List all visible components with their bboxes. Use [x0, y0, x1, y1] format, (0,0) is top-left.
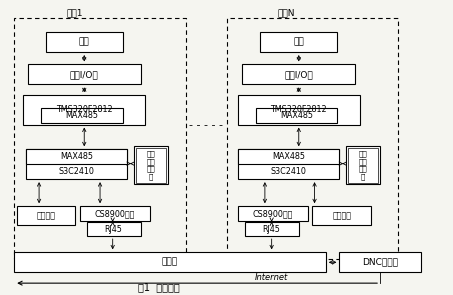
Bar [245, 222, 299, 236]
Bar [23, 95, 145, 124]
Text: 存储模块: 存储模块 [332, 211, 351, 220]
Text: 机床: 机床 [294, 37, 304, 47]
Text: RJ45: RJ45 [105, 224, 122, 234]
Bar [14, 252, 326, 272]
Text: 机床I/O板: 机床I/O板 [70, 70, 99, 79]
Text: - - - - -: - - - - - [189, 120, 223, 130]
Text: 存储模块: 存储模块 [36, 211, 55, 220]
Text: 机床: 机床 [79, 37, 90, 47]
Text: TMS320F2812: TMS320F2812 [56, 105, 112, 114]
Text: 图1  系统框图: 图1 系统框图 [138, 282, 180, 292]
Text: S3C2410: S3C2410 [58, 167, 94, 176]
Bar [348, 148, 378, 183]
Text: Internet: Internet [255, 273, 288, 282]
Text: S3C2410: S3C2410 [270, 167, 307, 176]
Bar [238, 95, 360, 124]
Text: CS8900网卡: CS8900网卡 [95, 209, 135, 218]
Text: TMS320F2812: TMS320F2812 [270, 105, 327, 114]
Bar [25, 149, 127, 164]
Bar [41, 108, 123, 123]
Bar [14, 18, 186, 259]
Bar [136, 148, 165, 183]
Text: MAX485: MAX485 [60, 152, 93, 161]
Text: 机床1: 机床1 [66, 8, 82, 17]
Text: DNC服务器: DNC服务器 [362, 258, 398, 267]
Bar [256, 108, 337, 123]
Text: RJ45: RJ45 [263, 224, 280, 234]
Bar [46, 32, 123, 52]
Bar [16, 206, 75, 225]
Text: 键盘
及显
示模
块: 键盘 及显 示模 块 [146, 150, 155, 180]
Bar [25, 149, 127, 179]
Bar [134, 146, 168, 184]
Bar [242, 64, 355, 84]
Text: 机床I/O板: 机床I/O板 [284, 70, 313, 79]
Text: CS8900网卡: CS8900网卡 [253, 209, 293, 218]
Bar [260, 32, 337, 52]
Bar [238, 206, 308, 222]
Text: 机床N: 机床N [278, 8, 295, 17]
Bar [80, 206, 150, 222]
Bar [312, 206, 371, 225]
Bar [28, 64, 141, 84]
Bar [346, 146, 380, 184]
Bar [87, 222, 141, 236]
Text: MAX485: MAX485 [272, 152, 305, 161]
Bar [339, 252, 421, 272]
Bar [238, 149, 339, 179]
Bar [238, 149, 339, 164]
Text: MAX485: MAX485 [280, 111, 313, 120]
Text: MAX485: MAX485 [66, 111, 98, 120]
Text: 键盘
及显
示模
块: 键盘 及显 示模 块 [359, 150, 367, 180]
Text: 交换机: 交换机 [162, 258, 178, 267]
Bar [226, 18, 398, 259]
